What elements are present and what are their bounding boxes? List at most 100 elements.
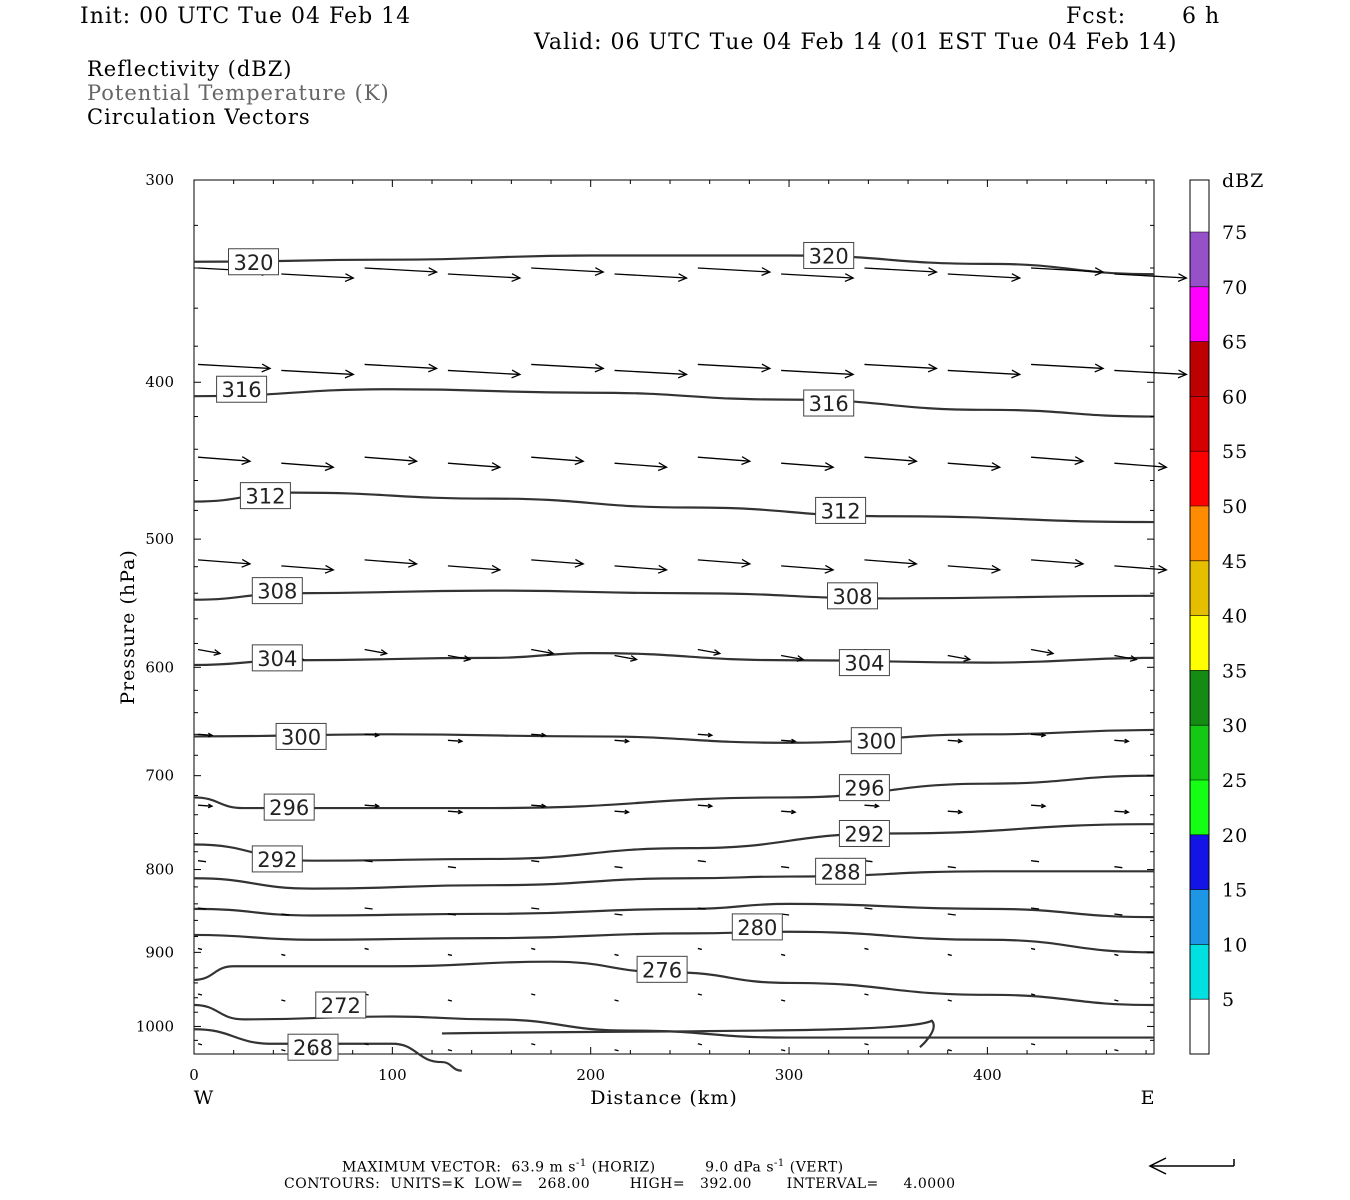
wind-vector-head xyxy=(541,803,547,809)
wind-vector xyxy=(1031,804,1046,807)
wind-vector xyxy=(614,462,667,468)
wind-vector xyxy=(864,993,869,996)
wind-vector xyxy=(697,993,702,996)
wind-vector xyxy=(864,947,869,951)
wind-vector xyxy=(1030,860,1040,863)
wind-vector-head xyxy=(824,462,835,472)
wind-vector xyxy=(1114,999,1119,1002)
wind-vector xyxy=(781,739,796,742)
wind-vector-head xyxy=(1046,649,1055,656)
colorbar-tick-label: 15 xyxy=(1222,880,1248,902)
x-tick-label: 400 xyxy=(973,1066,1002,1084)
contour-label-box xyxy=(838,649,890,677)
wind-vector xyxy=(864,363,937,370)
colorbar-tick-label: 30 xyxy=(1222,715,1248,737)
wind-vector xyxy=(947,1049,952,1052)
field-circulation-vectors: Circulation Vectors xyxy=(87,105,311,129)
contour-label: 296 xyxy=(844,777,884,801)
contour-label-box xyxy=(275,722,327,750)
wind-vector xyxy=(1114,913,1123,916)
wind-vector xyxy=(281,273,354,279)
wind-vector-head xyxy=(927,267,938,277)
wind-vector xyxy=(447,654,471,661)
wind-vector-head xyxy=(374,732,381,738)
wind-vector xyxy=(364,267,437,273)
wind-vector xyxy=(447,810,462,813)
wind-vector xyxy=(281,999,286,1002)
wind-vector xyxy=(197,860,207,863)
wind-vector xyxy=(864,559,917,565)
contour-label-box xyxy=(815,496,867,524)
colorbar-tick-label: 20 xyxy=(1222,825,1248,847)
wind-vector xyxy=(1114,810,1129,813)
wind-vector-head xyxy=(491,462,502,472)
wind-vector-head xyxy=(927,363,938,373)
y-tick-label: 1000 xyxy=(136,1017,174,1035)
wind-vector xyxy=(364,648,387,655)
contour-label: 304 xyxy=(844,652,884,676)
wind-vector-head xyxy=(741,558,752,568)
isentrope-312 xyxy=(193,491,1155,524)
wind-vector xyxy=(947,810,962,813)
wind-vector-head xyxy=(594,267,605,277)
wind-vector xyxy=(364,907,373,910)
wind-vector xyxy=(447,866,456,869)
wind-vector xyxy=(947,273,1020,279)
wind-vector xyxy=(531,456,584,462)
wind-vector xyxy=(864,907,873,910)
isentrope-unlabeled xyxy=(193,902,1155,919)
contour-label-box xyxy=(636,955,688,983)
wind-vector xyxy=(614,810,629,813)
wind-vector-head xyxy=(957,738,964,744)
wind-vector-head xyxy=(761,267,772,277)
wind-vector-head xyxy=(1074,456,1085,466)
wind-vector xyxy=(781,273,854,279)
wind-vector xyxy=(614,913,623,916)
forecast-hour: 6 h xyxy=(1182,4,1221,29)
wind-vector xyxy=(697,267,770,273)
x-tick-label: 300 xyxy=(775,1066,804,1084)
wind-vector-head xyxy=(761,363,772,373)
y-axis-title: Pressure (hPa) xyxy=(117,549,139,705)
contour-label: 308 xyxy=(832,585,872,609)
wind-vector xyxy=(947,654,970,661)
wind-vector xyxy=(197,907,207,910)
wind-vector-head xyxy=(844,273,855,283)
isentrope-268 xyxy=(193,1028,462,1072)
wind-vector-head xyxy=(624,809,631,815)
wind-vector-head xyxy=(991,564,1002,574)
wind-vector xyxy=(531,993,536,996)
y-tick-label: 500 xyxy=(145,530,174,548)
isentrope-cold-pool xyxy=(441,1019,935,1049)
wind-vector-head xyxy=(344,273,355,283)
wind-vector-head xyxy=(1157,564,1168,574)
y-tick-label: 700 xyxy=(145,767,174,785)
x-axis-title: Distance (km) xyxy=(590,1087,738,1109)
wind-vector xyxy=(447,1049,453,1052)
wind-vector-head xyxy=(541,732,547,738)
wind-vector xyxy=(947,565,1000,571)
wind-vector-head xyxy=(511,273,522,283)
wind-vector xyxy=(614,866,623,869)
wind-vector xyxy=(697,860,706,863)
wind-vector-head xyxy=(1124,738,1130,744)
contour-label: 272 xyxy=(321,994,361,1018)
wind-vector xyxy=(447,739,462,742)
wind-vector xyxy=(531,860,540,863)
wind-vector xyxy=(531,907,540,910)
colorbar-segment xyxy=(1190,180,1209,232)
contour-label: 316 xyxy=(222,378,262,402)
wind-vector xyxy=(197,804,213,807)
wind-vector-head xyxy=(207,732,214,738)
wind-vector xyxy=(197,456,251,462)
wind-vector xyxy=(781,866,790,869)
contour-label: 316 xyxy=(809,392,849,416)
y-tick-label: 800 xyxy=(145,861,174,879)
y-tick-label: 400 xyxy=(145,373,174,391)
colorbar-tick-label: 70 xyxy=(1222,277,1248,299)
wind-vector xyxy=(281,913,290,916)
isentrope-contours xyxy=(193,254,1155,1072)
contour-label-box xyxy=(251,845,303,873)
colorbar-tick-label: 75 xyxy=(1222,222,1248,244)
